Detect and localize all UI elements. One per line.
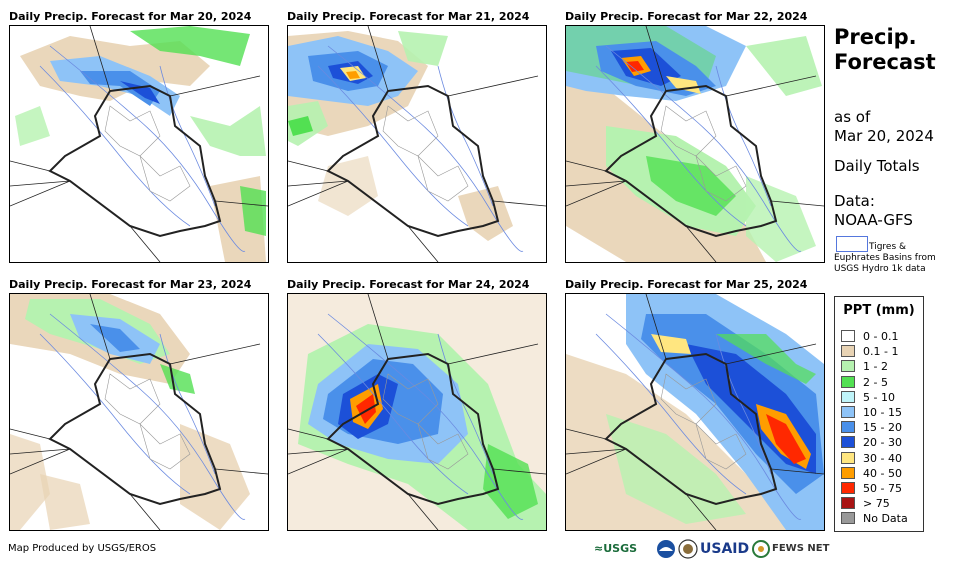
legend-label: 50 - 75 [863,482,902,495]
legend-swatch [841,360,855,373]
precip-map [565,293,825,531]
legend-swatch [841,466,855,479]
daily-totals-label: Daily Totals [834,157,920,175]
panel-title: Daily Precip. Forecast for Mar 22, 2024 [565,10,808,23]
legend-swatch [841,497,855,510]
panel-title: Daily Precip. Forecast for Mar 23, 2024 [9,278,252,291]
usaid-logo: USAID [700,541,750,557]
legend-title: PPT (mm) [843,303,915,318]
title-line-2: Forecast [834,50,936,74]
data-label: Data: [834,192,875,210]
basin-line-1: Tigres & [869,242,907,252]
panel-title: Daily Precip. Forecast for Mar 20, 2024 [9,10,252,23]
legend-swatch [841,390,855,403]
noaa-logo-icon [656,539,676,559]
panel-title: Daily Precip. Forecast for Mar 24, 2024 [287,278,530,291]
legend-label: > 75 [863,497,890,511]
legend-label: No Data [863,512,908,526]
legend-label: 20 - 30 [863,436,902,450]
forecast-panel-mar-25: Daily Precip. Forecast for Mar 25, 2024 [565,278,825,531]
basin-line-2: Euphrates Basins from [834,253,936,263]
title-line-1: Precip. [834,25,917,49]
legend-swatch [841,406,855,418]
forecast-panel-mar-21: Daily Precip. Forecast for Mar 21, 2024 [287,10,547,263]
precip-map [9,25,269,263]
legend-label: 40 - 50 [863,466,902,480]
legend-swatch [841,436,855,449]
forecast-panel-mar-23: Daily Precip. Forecast for Mar 23, 2024 [9,278,269,531]
legend-label: 0.1 - 1 [863,345,899,359]
basin-line-3: USGS Hydro 1k data [834,264,926,274]
legend-swatch [841,482,855,494]
legend-label: 5 - 10 [863,390,895,404]
forecast-date: Mar 20, 2024 [834,127,934,145]
fewsnet-logo: FEWS NET [772,543,830,554]
legend-label: 2 - 5 [863,375,888,389]
basin-legend-text: Tigres & Euphrates Basins from USGS Hydr… [834,242,962,275]
panel-title: Daily Precip. Forecast for Mar 25, 2024 [565,278,808,291]
forecast-panel-mar-24: Daily Precip. Forecast for Mar 24, 2024 [287,278,547,531]
legend-swatch [841,330,855,342]
legend-swatch [841,512,855,525]
legend-swatch [841,451,855,464]
usgs-logo: ≈USGS [594,542,638,555]
legend-label: 30 - 40 [863,451,902,465]
as-of-label: as of [834,108,871,126]
footer-credit: Map Produced by USGS/EROS [8,543,157,554]
sidebar-title: Precip. Forecast [834,25,936,75]
fewsnet-icon [752,539,770,559]
data-source: NOAA-GFS [834,211,913,229]
precip-map [287,293,547,531]
legend-label: 15 - 20 [863,421,902,435]
forecast-panel-mar-22: Daily Precip. Forecast for Mar 22, 2024 [565,10,825,263]
legend-label: 0 - 0.1 [863,330,899,343]
dos-seal-icon [678,539,698,559]
legend-label: 10 - 15 [863,406,902,419]
precip-map [9,293,269,531]
forecast-panel-mar-20: Daily Precip. Forecast for Mar 20, 2024 [9,10,269,263]
precip-map [287,25,547,263]
legend-swatch [841,345,855,358]
panel-title: Daily Precip. Forecast for Mar 21, 2024 [287,10,530,23]
precip-map [565,25,825,263]
legend-swatch [841,421,855,434]
legend-swatch [841,375,855,388]
legend-label: 1 - 2 [863,360,888,374]
basin-legend-swatch [836,236,868,252]
